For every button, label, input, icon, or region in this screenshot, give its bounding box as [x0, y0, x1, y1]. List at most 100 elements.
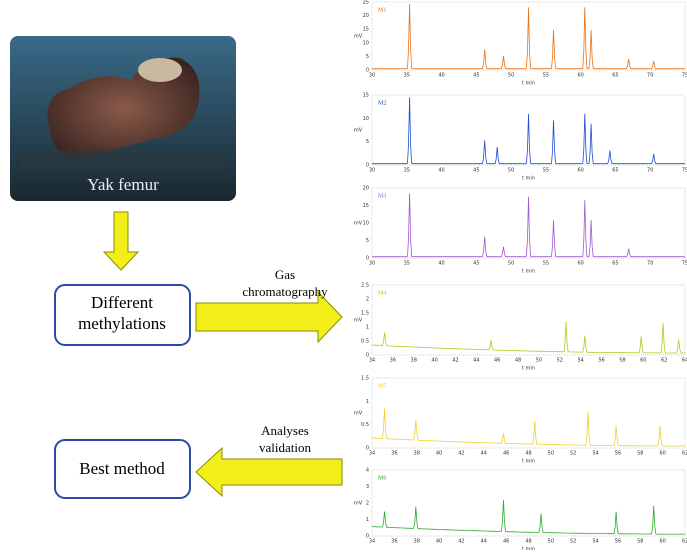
x-tick-label: 46 — [503, 539, 509, 545]
x-tick-label: 50 — [508, 73, 514, 79]
x-tick-label: 50 — [508, 168, 514, 174]
y-tick-label: 5 — [366, 238, 369, 244]
x-tick-label: 38 — [411, 358, 417, 364]
plot-frame — [371, 187, 686, 259]
x-tick-label: 50 — [536, 358, 542, 364]
x-tick-label: 35 — [404, 73, 410, 79]
x-axis-label: t min — [522, 269, 535, 275]
y-tick-label: 10 — [363, 221, 369, 227]
y-tick-label: 0 — [366, 446, 369, 452]
y-tick-label: 20 — [363, 186, 369, 192]
x-tick-label: 34 — [369, 358, 375, 364]
y-axis-label: mV — [354, 501, 363, 507]
y-tick-label: 0.5 — [361, 422, 369, 428]
x-tick-label: 45 — [473, 168, 479, 174]
x-tick-label: 40 — [436, 539, 442, 545]
x-tick-label: 40 — [438, 261, 444, 267]
x-tick-label: 60 — [659, 539, 665, 545]
panel-label: M2 — [378, 100, 386, 106]
x-tick-label: 45 — [473, 261, 479, 267]
x-tick-label: 56 — [615, 539, 621, 545]
x-tick-label: 40 — [431, 358, 437, 364]
y-tick-label: 0 — [366, 353, 369, 359]
x-tick-label: 36 — [390, 358, 396, 364]
x-tick-label: 48 — [525, 539, 531, 545]
y-tick-label: 2.5 — [361, 283, 369, 289]
x-tick-label: 60 — [577, 261, 583, 267]
y-tick-label: 0 — [366, 68, 369, 74]
x-axis-label: t min — [522, 547, 535, 551]
y-axis-label: mV — [354, 34, 363, 40]
y-tick-label: 3 — [366, 484, 369, 490]
x-tick-label: 40 — [436, 451, 442, 457]
x-tick-label: 48 — [515, 358, 521, 364]
y-tick-label: 5 — [366, 54, 369, 60]
x-tick-label: 65 — [612, 168, 618, 174]
x-tick-label: 30 — [369, 261, 375, 267]
x-tick-label: 30 — [369, 168, 375, 174]
x-tick-label: 44 — [481, 451, 487, 457]
x-tick-label: 50 — [548, 451, 554, 457]
x-tick-label: 35 — [404, 261, 410, 267]
photo-caption: Yak femur — [87, 175, 159, 194]
x-tick-label: 65 — [612, 73, 618, 79]
chromatogram-trace — [372, 4, 685, 70]
y-tick-label: 0 — [366, 534, 369, 540]
y-tick-label: 1 — [366, 325, 369, 331]
x-tick-label: 36 — [391, 539, 397, 545]
panel-label: M3 — [378, 193, 386, 199]
x-tick-label: 60 — [640, 358, 646, 364]
arrow-right — [195, 290, 343, 344]
plot-frame — [371, 284, 686, 356]
x-tick-label: 50 — [508, 261, 514, 267]
y-tick-label: 2 — [366, 297, 369, 303]
chromatogram-trace — [372, 97, 685, 165]
y-tick-label: 1.5 — [361, 376, 369, 382]
plot-frame — [371, 377, 686, 449]
x-tick-label: 54 — [592, 451, 598, 457]
panel-label: M6 — [378, 475, 386, 481]
y-tick-label: 15 — [363, 203, 369, 209]
x-tick-label: 70 — [647, 261, 653, 267]
x-tick-label: 54 — [577, 358, 583, 364]
x-tick-label: 55 — [543, 168, 549, 174]
x-tick-label: 40 — [438, 73, 444, 79]
x-tick-label: 54 — [592, 539, 598, 545]
x-axis-label: t min — [522, 176, 535, 182]
y-tick-label: 1.5 — [361, 311, 369, 317]
photo: Yak femur — [10, 36, 236, 201]
arrow-left — [195, 446, 343, 498]
plot-frame — [371, 94, 686, 166]
x-tick-label: 60 — [577, 73, 583, 79]
x-tick-label: 52 — [570, 539, 576, 545]
x-tick-label: 60 — [577, 168, 583, 174]
x-tick-label: 70 — [647, 168, 653, 174]
y-tick-label: 20 — [363, 13, 369, 19]
x-tick-label: 75 — [682, 73, 687, 79]
x-tick-label: 64 — [682, 358, 687, 364]
x-tick-label: 36 — [391, 451, 397, 457]
x-tick-label: 75 — [682, 261, 687, 267]
step-label: Different methylations — [78, 293, 166, 333]
x-tick-label: 58 — [637, 539, 643, 545]
x-tick-label: 58 — [637, 451, 643, 457]
x-tick-label: 75 — [682, 168, 687, 174]
y-axis-label: mV — [354, 411, 363, 417]
x-tick-label: 48 — [525, 451, 531, 457]
y-axis-label: mV — [354, 221, 363, 227]
x-tick-label: 44 — [473, 358, 479, 364]
arrow-down — [102, 211, 140, 271]
y-tick-label: 25 — [363, 0, 369, 6]
arrow-label: Analyses validation — [259, 423, 311, 455]
x-tick-label: 46 — [494, 358, 500, 364]
y-tick-label: 0 — [366, 256, 369, 262]
x-tick-label: 35 — [404, 168, 410, 174]
y-tick-label: 0.5 — [361, 339, 369, 345]
step-box: Best method — [54, 439, 191, 499]
chromatogram-trace — [372, 500, 685, 535]
x-tick-label: 50 — [548, 539, 554, 545]
x-tick-label: 55 — [543, 73, 549, 79]
arrow-label: Gas chromatography — [242, 267, 328, 299]
x-tick-label: 52 — [557, 358, 563, 364]
step-box: Different methylations — [54, 284, 191, 346]
